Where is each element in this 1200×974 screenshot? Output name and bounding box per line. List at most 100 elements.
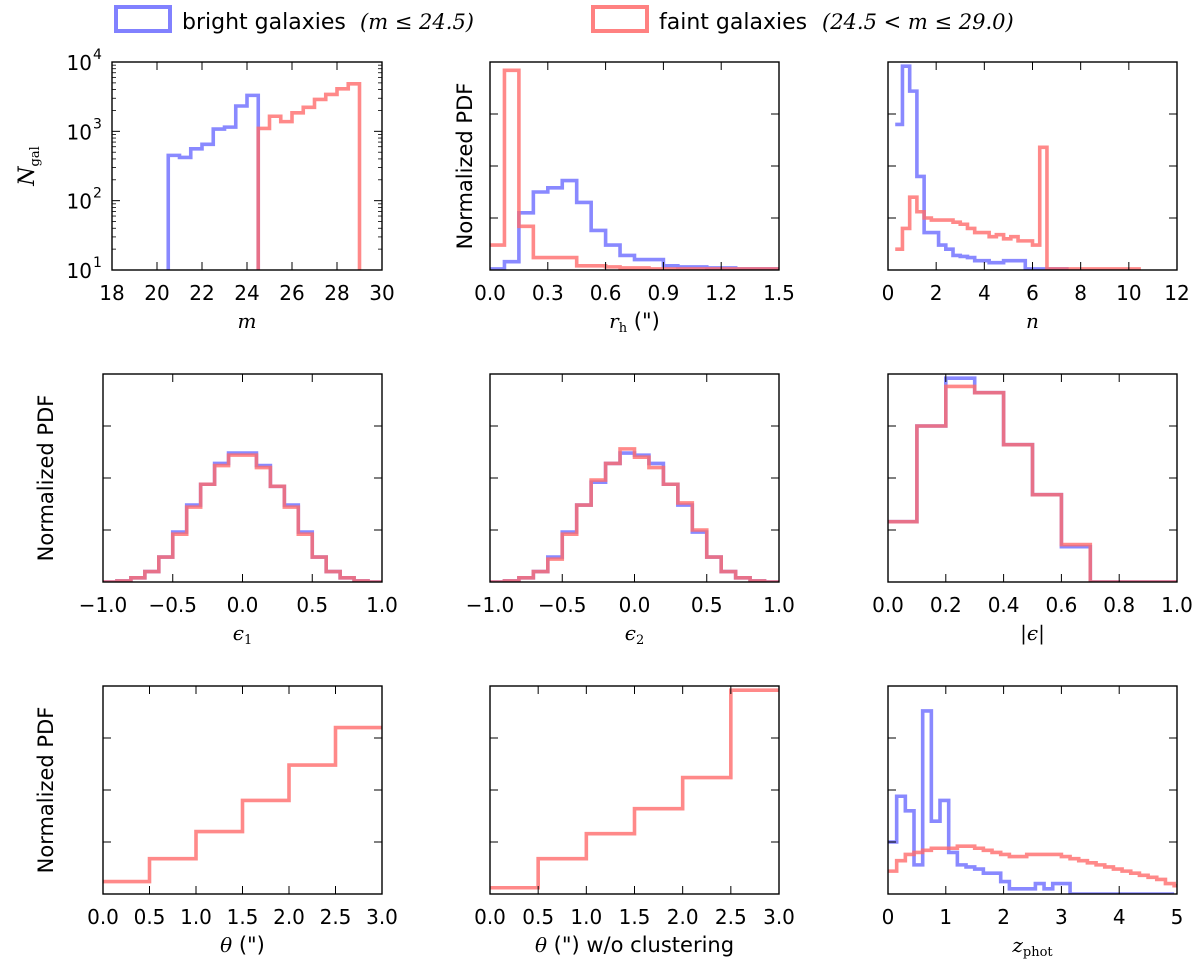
xtick-label-theta: 0.0 bbox=[87, 905, 119, 929]
xtick-label-e1: −0.5 bbox=[148, 593, 197, 617]
xlabel-theta_noclust: θ (") w/o clustering bbox=[535, 933, 734, 957]
xtick-label-n: 12 bbox=[1164, 281, 1189, 305]
ytick-label-m: 10 bbox=[67, 259, 92, 283]
axes-frame-e2 bbox=[489, 373, 780, 583]
xtick-label-theta: 3.0 bbox=[366, 905, 398, 929]
series-bright-n bbox=[895, 64, 1069, 270]
ytick-exp-m: 2 bbox=[93, 186, 102, 202]
legend-label-bright: bright galaxies bbox=[182, 10, 346, 35]
xtick-label-theta_noclust: 0.5 bbox=[522, 905, 554, 929]
xlabel-n: n bbox=[1026, 309, 1039, 333]
xtick-label-e1: −1.0 bbox=[79, 593, 128, 617]
xtick-label-n: 10 bbox=[1116, 281, 1141, 305]
xlabel-e1: ϵ1 bbox=[233, 621, 252, 648]
xtick-label-eabs: 0.6 bbox=[1045, 593, 1077, 617]
xtick-label-theta_noclust: 2.0 bbox=[667, 905, 699, 929]
xtick-label-eabs: 0.8 bbox=[1103, 593, 1135, 617]
xlabel-e2: ϵ2 bbox=[625, 621, 644, 648]
xtick-label-theta_noclust: 0.0 bbox=[474, 905, 506, 929]
legend-label-faint: faint galaxies bbox=[659, 10, 807, 35]
series-faint-n bbox=[895, 145, 1141, 270]
ylabel-e1: Normalized PDF bbox=[34, 395, 58, 562]
ylabel-m: Ngal bbox=[15, 146, 43, 186]
xtick-label-rh: 1.5 bbox=[763, 281, 795, 305]
ytick-label-m: 10 bbox=[67, 120, 92, 144]
xtick-label-e2: 0.0 bbox=[619, 593, 651, 617]
legend-swatch-faint bbox=[591, 5, 649, 33]
series-faint-e2 bbox=[490, 447, 779, 582]
xtick-label-theta_noclust: 2.5 bbox=[715, 905, 747, 929]
series-faint-m bbox=[256, 81, 362, 270]
panel-e2: −1.0 −0.5 0.0 0.5 1.0 ϵ2 bbox=[466, 373, 795, 648]
ytick-exp-m: 4 bbox=[93, 47, 102, 63]
xtick-label-n: 2 bbox=[930, 281, 943, 305]
xtick-label-zphot: 5 bbox=[1171, 905, 1184, 929]
xtick-label-n: 4 bbox=[978, 281, 991, 305]
legend-swatch-bright bbox=[114, 5, 172, 33]
xtick-label-eabs: 0.2 bbox=[930, 593, 962, 617]
series-faint-theta_noclust bbox=[490, 688, 779, 890]
series-bright-m bbox=[166, 93, 261, 270]
axes-frame-e1 bbox=[102, 373, 383, 583]
xtick-label-theta_noclust: 1.0 bbox=[570, 905, 602, 929]
panel-e1: −1.0 −0.5 0.0 0.5 1.0 ϵ1 Normalized PDF bbox=[34, 373, 398, 648]
series-faint-rh bbox=[490, 68, 779, 270]
xtick-label-e1: 0.0 bbox=[227, 593, 259, 617]
xlabel-m: m bbox=[238, 309, 257, 333]
xtick-label-theta: 2.0 bbox=[273, 905, 305, 929]
axes-frame-n bbox=[887, 61, 1178, 271]
xtick-label-e1: 0.5 bbox=[296, 593, 328, 617]
xtick-label-theta: 1.5 bbox=[227, 905, 259, 929]
xtick-label-zphot: 1 bbox=[939, 905, 952, 929]
xtick-label-e2: 0.5 bbox=[691, 593, 723, 617]
xtick-label-rh: 1.2 bbox=[705, 281, 737, 305]
xtick-label-eabs: 1.0 bbox=[1161, 593, 1193, 617]
axes-frame-theta bbox=[102, 685, 383, 895]
xtick-label-m: 26 bbox=[279, 281, 304, 305]
xtick-label-rh: 0.6 bbox=[590, 281, 622, 305]
series-faint-zphot bbox=[888, 844, 1177, 888]
xtick-label-rh: 0.9 bbox=[647, 281, 679, 305]
series-bright-e1 bbox=[103, 451, 382, 582]
xtick-label-zphot: 4 bbox=[1113, 905, 1126, 929]
ytick-label-m: 10 bbox=[67, 190, 92, 214]
xlabel-rh: rh (") bbox=[609, 309, 660, 336]
xtick-label-theta_noclust: 3.0 bbox=[763, 905, 795, 929]
series-bright-zphot bbox=[888, 709, 1175, 894]
series-bright-e2 bbox=[490, 451, 779, 582]
ylabel-rh: Normalized PDF bbox=[453, 83, 477, 250]
legend-math-bright: (m ≤ 24.5) bbox=[360, 10, 474, 34]
panel-n: 0 2 4 6 8 10 12 n bbox=[882, 61, 1190, 333]
xtick-label-m: 18 bbox=[99, 281, 124, 305]
panel-zphot: 0 1 2 3 4 5 zphot bbox=[882, 685, 1184, 960]
xlabel-zphot: zphot bbox=[1011, 933, 1053, 960]
series-faint-eabs bbox=[888, 384, 1177, 582]
xtick-label-n: 6 bbox=[1026, 281, 1039, 305]
xtick-label-rh: 0.0 bbox=[474, 281, 506, 305]
xtick-label-theta: 1.0 bbox=[180, 905, 212, 929]
xtick-label-m: 30 bbox=[369, 281, 394, 305]
axes-frame-theta_noclust bbox=[489, 685, 780, 895]
xtick-label-e1: 1.0 bbox=[366, 593, 398, 617]
xtick-label-m: 24 bbox=[234, 281, 259, 305]
xtick-label-theta: 0.5 bbox=[134, 905, 166, 929]
axes-frame-m bbox=[111, 61, 383, 271]
xtick-label-eabs: 0.4 bbox=[988, 593, 1020, 617]
xtick-label-e2: −0.5 bbox=[538, 593, 587, 617]
panel-theta: 0.0 0.5 1.0 1.5 2.0 2.5 3.0 θ (") Normalized PDF bbox=[34, 685, 398, 957]
xlabel-eabs: |ϵ| bbox=[1020, 621, 1045, 646]
panel-theta_noclust: 0.0 0.5 1.0 1.5 2.0 2.5 3.0 θ (") w/o clusterin… bbox=[474, 685, 795, 957]
xtick-label-e2: 1.0 bbox=[763, 593, 795, 617]
xtick-label-eabs: 0.0 bbox=[872, 593, 904, 617]
ytick-label-m: 10 bbox=[67, 51, 92, 75]
legend: bright galaxies (m ≤ 24.5) faint galaxie… bbox=[114, 5, 1014, 35]
xtick-label-e2: −1.0 bbox=[466, 593, 515, 617]
xtick-label-m: 28 bbox=[324, 281, 349, 305]
xtick-label-n: 0 bbox=[882, 281, 895, 305]
xtick-label-theta: 2.5 bbox=[320, 905, 352, 929]
xtick-label-zphot: 2 bbox=[997, 905, 1010, 929]
series-faint-e1 bbox=[103, 453, 382, 582]
ytick-exp-m: 1 bbox=[93, 255, 102, 271]
